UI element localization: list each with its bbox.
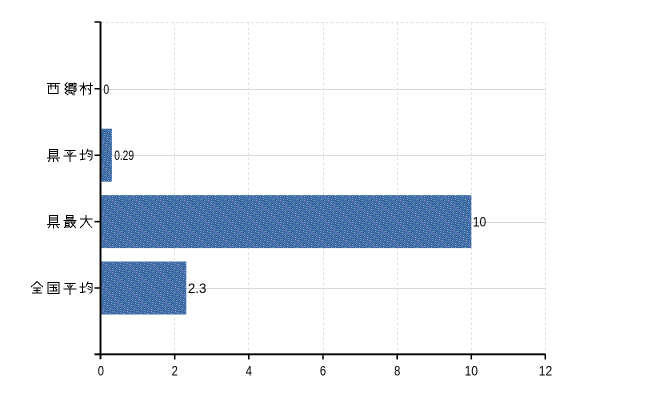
svg-text:0: 0 [98, 363, 104, 378]
svg-text:4: 4 [246, 363, 253, 378]
svg-text:0.29: 0.29 [114, 148, 134, 163]
svg-text:2.3: 2.3 [188, 281, 207, 296]
svg-text:8: 8 [394, 363, 400, 378]
svg-text:10: 10 [473, 215, 486, 230]
svg-text:0: 0 [103, 82, 109, 97]
svg-text:2: 2 [172, 363, 178, 378]
svg-text:12: 12 [539, 363, 552, 378]
svg-text:10: 10 [465, 363, 478, 378]
svg-text:6: 6 [320, 363, 326, 378]
